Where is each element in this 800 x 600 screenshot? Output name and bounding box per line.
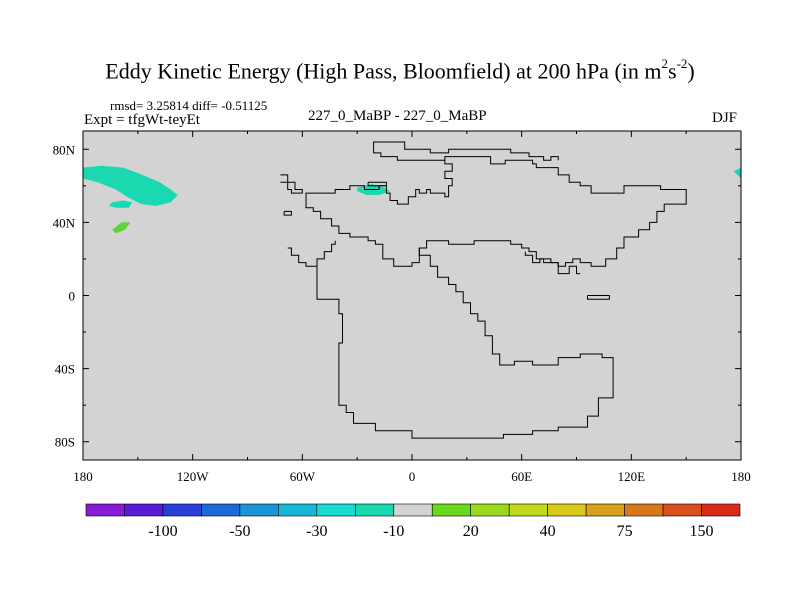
title-end: ) [687, 58, 695, 84]
title-main: Eddy Kinetic Energy (High Pass, Bloomfie… [105, 58, 662, 84]
colorbar-box [239, 503, 279, 517]
colorbar: -100 -50 -30 -10 20 40 75 150 [85, 503, 741, 540]
colorbar-box [393, 503, 433, 517]
colorbar-label: -30 [306, 523, 327, 540]
stats-label: rmsd= 3.25814 diff= -0.51125 [110, 98, 268, 113]
coastline-7 [367, 181, 387, 187]
experiment-label: Expt = tfgWt-teyEt [84, 112, 200, 128]
colorbar-box [547, 503, 587, 517]
x-tick-label: 180 [73, 469, 93, 484]
coastline-1 [280, 174, 303, 194]
coastline-0 [305, 141, 687, 267]
anomaly-east-edge-negative [733, 167, 741, 179]
coastline-2 [283, 210, 292, 216]
colorbar-label: 40 [540, 523, 556, 540]
y-tick-label: 80S [55, 435, 75, 450]
x-tick-label: 120E [618, 469, 646, 484]
anomaly-pacific-small-negative [108, 200, 133, 208]
coastline-6 [587, 295, 610, 300]
y-tick-label: 40S [55, 362, 75, 377]
colorbar-label: 150 [690, 523, 714, 540]
colorbar-box [354, 503, 395, 517]
colorbar-box [431, 503, 472, 517]
colorbar-label: -100 [148, 523, 177, 540]
x-tick-label: 60E [511, 469, 532, 484]
x-tick-label: 0 [409, 469, 416, 484]
y-tick-label: 40N [53, 215, 76, 230]
y-tick-label: 0 [69, 289, 76, 304]
difference-label: 227_0_MaBP - 227_0_MaBP [308, 108, 487, 124]
title-mid: s [668, 58, 677, 84]
colorbar-box [278, 503, 318, 517]
colorbar-label: 20 [463, 523, 479, 540]
colorbar-box [624, 503, 664, 517]
coastline-5 [524, 251, 581, 275]
x-tick-label: 60W [290, 469, 316, 484]
plot-background [83, 131, 741, 460]
colorbar-box [85, 503, 125, 517]
anomaly-north-pacific-negative [83, 165, 178, 206]
coastline-layer [280, 141, 687, 439]
coastline-4 [316, 248, 614, 439]
colorbar-box [470, 503, 510, 517]
colorbar-box [701, 503, 741, 517]
title-superscript-1: 2 [661, 56, 669, 71]
colorbar-label: 75 [617, 523, 633, 540]
colorbar-label: -10 [383, 523, 404, 540]
x-tick-label: 120W [177, 469, 210, 484]
colorbar-box [585, 503, 625, 517]
y-axis: 80N 40N 0 40S 80S [53, 142, 741, 450]
x-tick-label: 180 [731, 469, 751, 484]
colorbar-box [124, 503, 164, 517]
colorbar-box [162, 503, 202, 517]
x-axis: 180 120W 60W 0 60E 120E 180 [73, 131, 751, 484]
season-label: DJF [712, 110, 738, 126]
y-tick-label: 80N [53, 142, 76, 157]
colorbar-box [508, 503, 548, 517]
anomaly-pacific-positive [112, 222, 131, 234]
title-superscript-2: -2 [676, 56, 688, 71]
colorbar-box [662, 503, 702, 517]
colorbar-box [201, 503, 241, 517]
chart-title: Eddy Kinetic Energy (High Pass, Bloomfie… [0, 56, 800, 84]
colorbar-box [316, 503, 356, 517]
colorbar-label: -50 [229, 523, 250, 540]
